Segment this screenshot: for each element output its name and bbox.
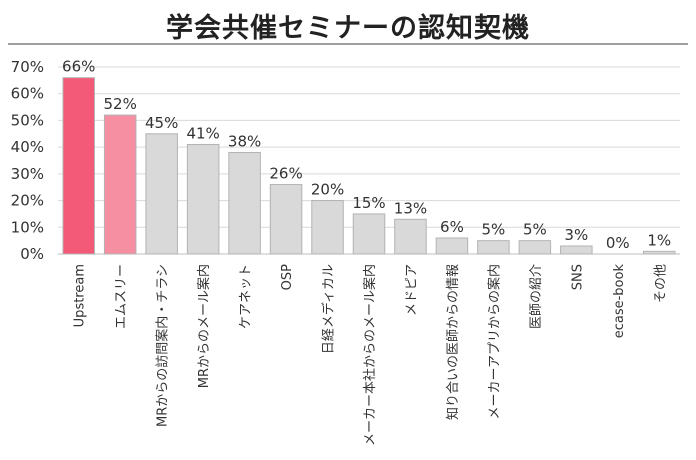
y-tick-label: 50%	[11, 111, 44, 129]
data-label: 5%	[482, 221, 506, 239]
y-axis-ticks: 0% 10% 20% 30% 40% 50% 60% 70%	[11, 58, 44, 263]
data-label: 45%	[145, 114, 178, 132]
x-tick-label: ecase-book	[612, 264, 627, 339]
data-label: 3%	[564, 226, 588, 244]
x-tick-label: 日経メディカル	[321, 264, 337, 354]
y-tick-label: 10%	[11, 218, 44, 236]
bar	[352, 213, 386, 255]
x-tick-label: 知り合いの医師からの情報	[445, 264, 461, 420]
x-tick-label: MRからのメール案内	[196, 264, 212, 388]
bar	[477, 240, 510, 255]
bar	[228, 151, 261, 255]
data-label: 26%	[269, 165, 302, 183]
bar	[145, 133, 178, 255]
y-tick-label: 60%	[11, 85, 44, 103]
data-label: 66%	[62, 58, 95, 76]
x-tick-label: メドピア	[404, 264, 419, 316]
title-area: 学会共催セミナーの認知契機	[0, 0, 696, 46]
y-tick-label: 20%	[11, 192, 44, 210]
bar	[62, 77, 95, 255]
x-tick-label: その他	[653, 264, 668, 303]
x-tick-label: ケアネット	[239, 264, 254, 329]
data-label: 6%	[440, 218, 464, 236]
y-tick-label: 70%	[11, 58, 44, 76]
x-tick-label: メーカー本社からのメール案内	[362, 264, 378, 446]
bar	[394, 218, 427, 255]
bar	[269, 184, 303, 255]
data-label: 1%	[647, 231, 671, 249]
data-labels: 66% 52% 45% 41% 38% 26% 20% 15% 13% 6% 5% 5% 3% 0% 1%	[62, 58, 671, 252]
y-tick-label: 0%	[20, 245, 44, 263]
data-label: 38%	[228, 132, 261, 150]
data-label: 41%	[186, 124, 219, 142]
bar	[435, 237, 469, 255]
chart-title: 学会共催セミナーの認知契機	[166, 13, 530, 44]
data-label: 20%	[311, 181, 344, 199]
bar	[103, 114, 137, 255]
data-label: 5%	[523, 221, 547, 239]
x-tick-label: Upstream	[73, 264, 88, 327]
y-tick-label: 40%	[11, 138, 44, 156]
bar	[560, 245, 593, 255]
bar	[643, 250, 676, 255]
data-label: 15%	[352, 194, 385, 212]
x-tick-label: メーカーアプリからの案内	[486, 264, 502, 419]
x-tick-label: OSP	[280, 264, 295, 290]
data-label: 52%	[104, 95, 137, 113]
x-tick-label: エムスリー	[114, 264, 129, 329]
title-divider	[8, 43, 688, 45]
data-label: 0%	[606, 234, 630, 252]
bar	[186, 143, 220, 255]
y-tick-label: 30%	[11, 165, 44, 183]
data-label: 13%	[394, 199, 427, 217]
x-tick-label: SNS	[570, 264, 585, 290]
bars	[62, 77, 676, 255]
bar	[311, 200, 344, 255]
x-axis-labels: Upstream エムスリー MRからの訪問案内・チラシ MRからのメール案内 ケアネッ…	[73, 264, 669, 446]
bar	[518, 240, 552, 255]
x-tick-label: 医師の紹介	[529, 264, 544, 329]
x-tick-label: MRからの訪問案内・チラシ	[155, 264, 171, 427]
